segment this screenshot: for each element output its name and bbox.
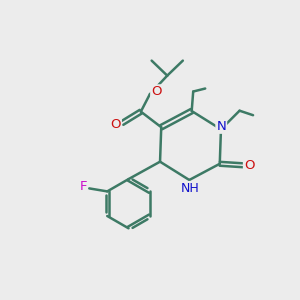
Text: F: F — [80, 180, 87, 194]
Text: O: O — [110, 118, 121, 131]
Text: N: N — [216, 120, 226, 133]
Text: NH: NH — [181, 182, 200, 195]
Text: O: O — [151, 85, 162, 98]
Text: O: O — [244, 159, 254, 172]
